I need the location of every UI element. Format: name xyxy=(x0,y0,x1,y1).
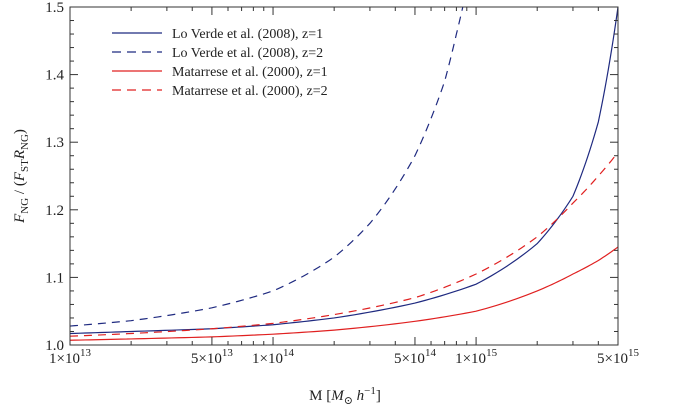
y-tick-label: 1.1 xyxy=(45,270,64,286)
series-line-matarrese-et-al-2000-z-1 xyxy=(70,247,618,340)
legend-label-lo-verde-et-al-2008-z-1: Lo Verde et al. (2008), z=1 xyxy=(172,27,323,42)
x-tick-label: 5×1015 xyxy=(597,347,639,367)
legend-label-matarrese-et-al-2000-z-1: Matarrese et al. (2000), z=1 xyxy=(172,65,328,80)
legend-label-matarrese-et-al-2000-z-2: Matarrese et al. (2000), z=2 xyxy=(172,84,328,99)
curves-layer xyxy=(70,7,618,340)
plot-frame xyxy=(70,7,618,345)
x-tick-label: 5×1014 xyxy=(394,347,436,367)
x-tick-label: 1×1014 xyxy=(252,347,294,367)
series-line-lo-verde-et-al-2008-z-1 xyxy=(70,7,618,334)
y-tick-label: 1.3 xyxy=(45,135,64,151)
x-axis-label: M [M⊙ h−1] xyxy=(309,385,381,407)
legend: Lo Verde et al. (2008), z=1 Lo Verde et a… xyxy=(112,27,328,99)
y-tick-label: 1.2 xyxy=(45,203,64,219)
x-tick-label: 1×1015 xyxy=(455,347,497,367)
y-axis-label: FNG / (FSTRNG) xyxy=(12,129,31,224)
ticks-layer: 1×1013 5×1013 1×1014 5×1014 1×1015 5×10151.01… xyxy=(45,0,639,367)
y-tick-label: 1.4 xyxy=(45,68,64,84)
y-tick-label: 1.0 xyxy=(45,338,64,354)
y-tick-label: 1.5 xyxy=(45,0,64,16)
x-tick-label: 5×1013 xyxy=(191,347,233,367)
legend-label-lo-verde-et-al-2008-z-2: Lo Verde et al. (2008), z=2 xyxy=(172,46,323,61)
